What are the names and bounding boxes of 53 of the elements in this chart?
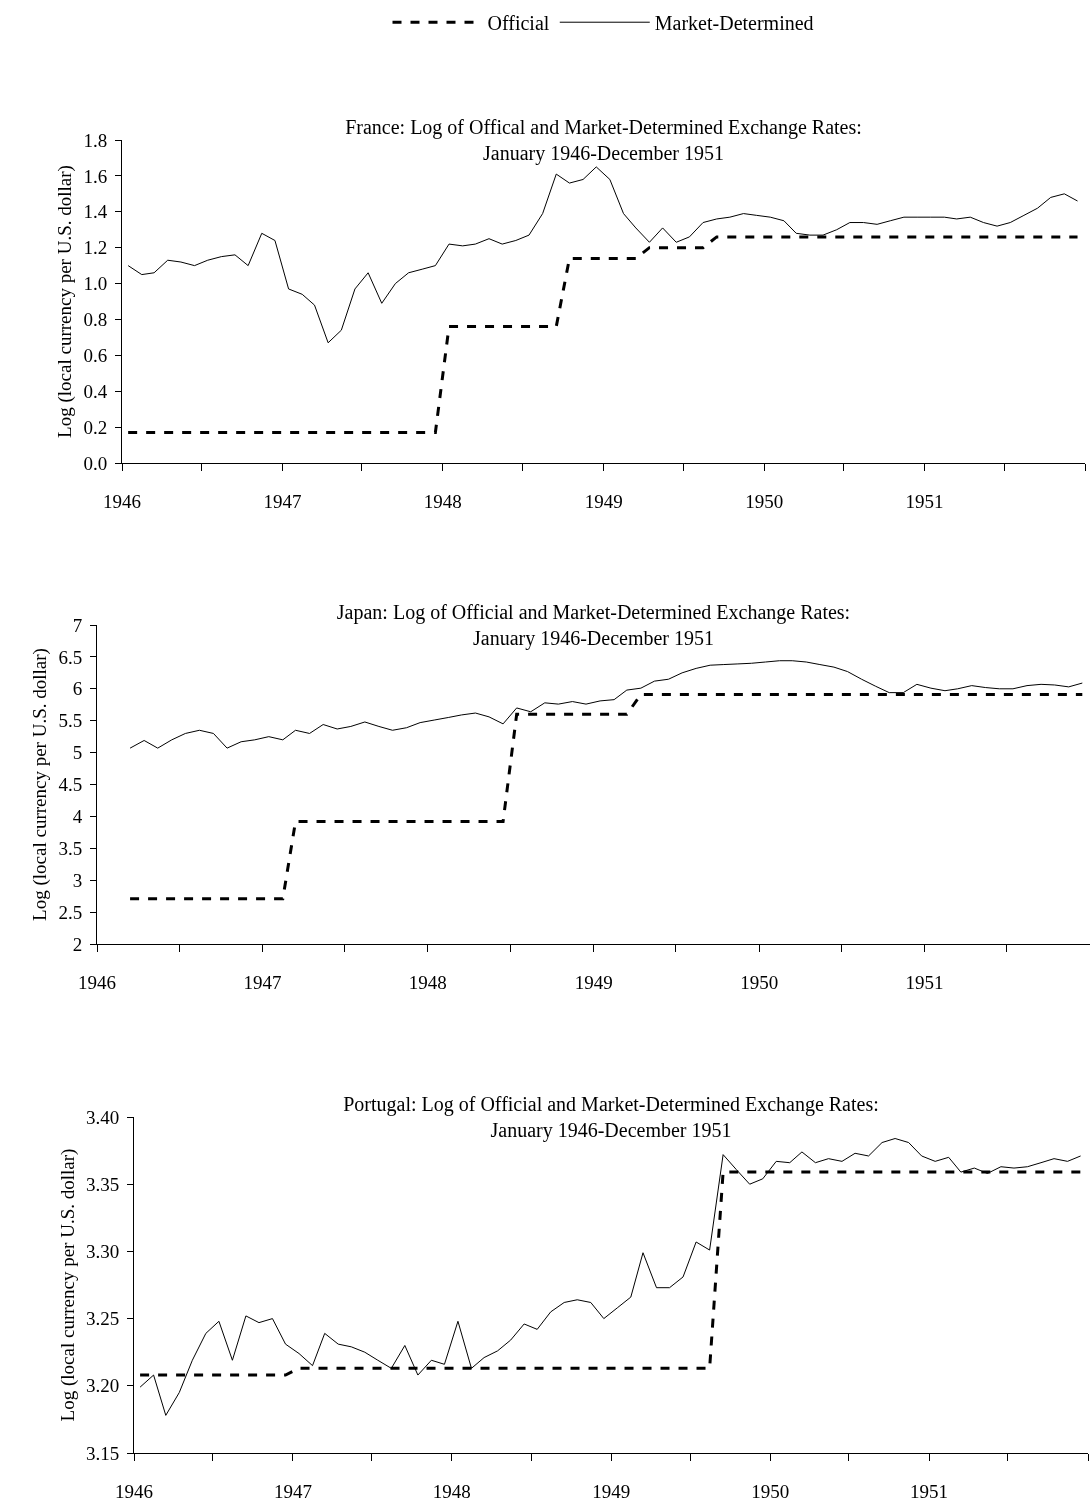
x-tick-label: 1951 [905, 971, 944, 993]
y-tick-label: 3.5 [58, 837, 83, 859]
y-tick-label: 5.5 [58, 710, 83, 732]
y-tick-label: 1.0 [83, 273, 108, 295]
y-tick-label: 4.5 [58, 774, 83, 796]
legend-label: Market-Determined [654, 12, 814, 35]
y-tick-label: 3.20 [85, 1375, 120, 1397]
x-tick-label: 1949 [592, 1480, 631, 1501]
legend-label: Official [487, 12, 550, 35]
y-axis-title: Log (local currency per U.S. dollar) [56, 1148, 79, 1422]
y-tick-label: 0.0 [83, 452, 108, 474]
y-tick-label: 1.6 [83, 165, 108, 187]
y-tick-label: 0.2 [83, 416, 108, 438]
y-tick-label: 4 [72, 806, 83, 828]
chart-title: Japan: Log of Official and Market-Determined Exchange Rates: January 1946-December 1951 [336, 601, 851, 650]
x-tick-label: 1946 [115, 1480, 153, 1501]
x-tick-label: 1949 [574, 971, 613, 993]
x-tick-label: 1946 [78, 971, 116, 993]
y-tick-label: 1.4 [83, 201, 108, 223]
x-tick-label: 1948 [423, 490, 462, 512]
y-tick-label: 3.15 [85, 1442, 120, 1464]
chart-title: Portugal: Log of Official and Market-Determined Exchange Rates: January 1946-December 1951 [343, 1093, 879, 1142]
x-tick-label: 1946 [103, 490, 141, 512]
x-tick-label: 1948 [408, 971, 447, 993]
y-tick-label: 3.35 [85, 1173, 120, 1195]
x-tick-label: 1950 [745, 490, 784, 512]
chart-title: France: Log of Offical and Market-Determined Exchange Rates: January 1946-December 1951 [345, 116, 862, 165]
x-tick-label: 1947 [273, 1480, 312, 1501]
y-tick-label: 2.5 [58, 901, 83, 923]
y-axis-title: Log (local currency per U.S. dollar) [54, 165, 77, 438]
y-tick-label: 3.30 [85, 1241, 120, 1263]
x-tick-label: 1950 [740, 971, 779, 993]
x-tick-label: 1951 [905, 490, 944, 512]
y-tick-label: 2 [72, 933, 83, 955]
y-tick-label: 1.2 [83, 237, 108, 259]
y-tick-label: 0.4 [83, 380, 108, 402]
y-tick-label: 3.25 [85, 1308, 120, 1330]
y-axis-title: Log (local currency per U.S. dollar) [29, 648, 52, 921]
x-tick-label: 1947 [263, 490, 302, 512]
x-tick-label: 1950 [751, 1480, 790, 1501]
y-tick-label: 6 [72, 678, 83, 700]
y-tick-label: 7 [72, 614, 83, 636]
y-tick-label: 6.5 [58, 646, 83, 668]
y-tick-label: 0.8 [83, 309, 108, 331]
y-tick-label: 3 [72, 869, 83, 891]
x-tick-label: 1949 [584, 490, 623, 512]
y-tick-label: 5 [72, 742, 83, 764]
y-tick-label: 3.40 [85, 1106, 120, 1128]
y-tick-label: 1.8 [83, 129, 108, 151]
y-tick-label: 0.6 [83, 344, 108, 366]
x-tick-label: 1951 [910, 1480, 949, 1501]
x-tick-label: 1947 [243, 971, 282, 993]
x-tick-label: 1948 [432, 1480, 471, 1501]
